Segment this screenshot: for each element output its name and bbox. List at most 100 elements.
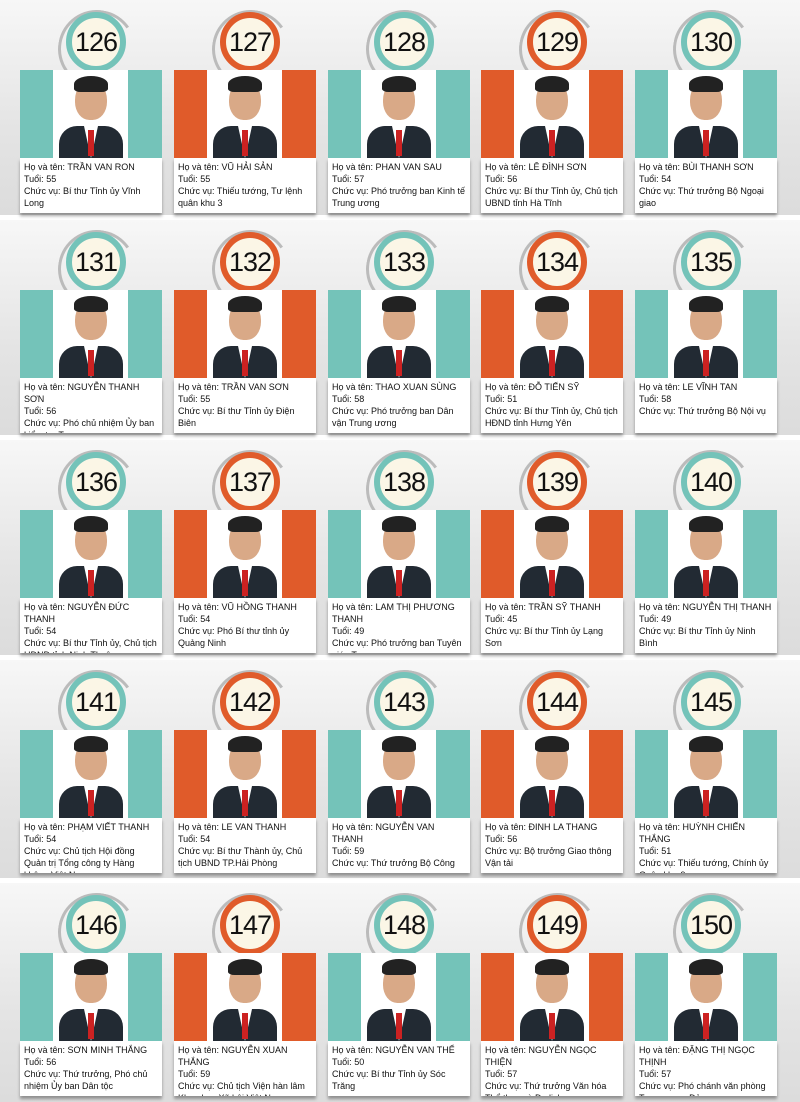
name-line: Họ và tên: ĐẶNG THỊ NGỌC THỊNH	[639, 1045, 755, 1067]
age-line: Tuổi: 59	[332, 846, 365, 856]
person-age: 54	[200, 614, 211, 624]
number-badge: 147	[220, 895, 280, 955]
portrait-photo	[514, 70, 589, 158]
position-line: Chức vụ: Phó chánh văn phòng Trung ương …	[639, 1080, 773, 1096]
portrait-photo	[207, 70, 282, 158]
person-position: Bí thư Tỉnh ủy, Chủ tịch HĐND tỉnh Hưng …	[485, 406, 618, 428]
info-box: Họ và tên: ĐẶNG THỊ NGỌC THỊNH Tuổi: 57 …	[635, 1041, 777, 1096]
photo-band	[635, 953, 777, 1041]
info-box: Họ và tên: LE VAN THANH Tuổi: 54 Chức vụ…	[174, 818, 316, 873]
person-age: 59	[354, 846, 365, 856]
number-badge: 129	[527, 12, 587, 72]
person-position: Thiếu tướng, Tư lệnh quân khu 3	[178, 186, 303, 208]
portrait-photo	[668, 953, 743, 1041]
person-name: PHAN VAN SAU	[375, 162, 442, 172]
portrait-photo	[668, 730, 743, 818]
info-box: Họ và tên: HUỲNH CHIẾN THẮNG Tuổi: 51 Ch…	[635, 818, 777, 873]
number-badge: 133	[374, 232, 434, 292]
info-box: Họ và tên: NGUYỄN NGỌC THIỆN Tuổi: 57 Ch…	[481, 1041, 623, 1096]
photo-band	[20, 953, 162, 1041]
info-box: Họ và tên: LAM THỊ PHƯƠNG THANH Tuổi: 49…	[328, 598, 470, 653]
person-name: NGUYỄN THỊ THANH	[682, 602, 772, 612]
photo-band	[481, 730, 623, 818]
person-card: 140 Họ và tên: NGUYỄN THỊ THANH Tuổi: 49…	[635, 443, 777, 653]
number-text: 133	[382, 246, 426, 277]
person-age: 56	[46, 406, 57, 416]
name-line: Họ và tên: NGUYỄN VAN THỂ	[332, 1045, 455, 1055]
number-text: 130	[689, 26, 733, 57]
number-badge: 149	[527, 895, 587, 955]
person-age: 57	[661, 1069, 672, 1079]
position-line: Chức vụ: Phó Bí thư tỉnh ủy Quảng Ninh	[178, 626, 290, 648]
portrait-photo	[361, 730, 436, 818]
person-card: 128 Họ và tên: PHAN VAN SAU Tuổi: 57 Chứ…	[328, 3, 470, 213]
name-line: Họ và tên: VŨ HỒNG THANH	[178, 602, 297, 612]
person-position: Bí thư Tỉnh ủy Vĩnh Long	[24, 186, 141, 208]
person-card: 150 Họ và tên: ĐẶNG THỊ NGỌC THỊNH Tuổi:…	[635, 886, 777, 1096]
person-position: Thứ trưởng, Phó chủ nhiệm Ủy ban Dân tộc	[24, 1069, 148, 1091]
info-box: Họ và tên: NGUYỄN THANH SƠN Tuổi: 56 Chứ…	[20, 378, 162, 433]
number-badge: 127	[220, 12, 280, 72]
position-line: Chức vụ: Thiếu tướng, Chính ủy Quân khu …	[639, 857, 773, 873]
age-line: Tuổi: 49	[639, 614, 672, 624]
person-position: Bí thư Tỉnh ủy Sóc Trăng	[332, 1069, 446, 1091]
photo-band	[635, 70, 777, 158]
person-age: 51	[661, 846, 672, 856]
person-age: 49	[661, 614, 672, 624]
portrait-photo	[361, 953, 436, 1041]
name-line: Họ và tên: NGUYỄN THANH SƠN	[24, 382, 140, 404]
number-text: 139	[535, 466, 579, 497]
age-line: Tuổi: 55	[24, 174, 57, 184]
number-badge: 139	[527, 452, 587, 512]
name-line: Họ và tên: THAO XUAN SÙNG	[332, 382, 457, 392]
photo-band	[20, 510, 162, 598]
name-line: Họ và tên: VŨ HẢI SẢN	[178, 162, 273, 172]
photo-band	[20, 70, 162, 158]
number-badge: 130	[681, 12, 741, 72]
number-badge: 128	[374, 12, 434, 72]
person-name: NGUYỄN XUAN THẮNG	[178, 1045, 288, 1067]
photo-band	[328, 70, 470, 158]
person-position: Phó trưởng ban Dân vận Trung ương	[332, 406, 454, 428]
number-text: 149	[535, 909, 579, 940]
info-box: Họ và tên: PHẠM VIẾT THANH Tuổi: 54 Chức…	[20, 818, 162, 873]
portrait-photo	[514, 953, 589, 1041]
info-box: Họ và tên: LÊ ĐÌNH SƠN Tuổi: 56 Chức vụ:…	[481, 158, 623, 213]
number-text: 142	[228, 686, 272, 717]
person-age: 58	[661, 394, 672, 404]
name-line: Họ và tên: LÊ ĐÌNH SƠN	[485, 162, 587, 172]
position-line: Chức vụ: Phó trưởng ban Kinh tế Trung ươ…	[332, 186, 466, 208]
number-text: 136	[74, 466, 118, 497]
person-position: Chủ tịch Viện hàn lâm Khoa học Xã hội Vi…	[178, 1081, 305, 1096]
person-name: HUỲNH CHIẾN THẮNG	[639, 822, 746, 844]
name-line: Họ và tên: LE VAN THANH	[178, 822, 287, 832]
person-age: 57	[507, 1069, 518, 1079]
person-position: Thiếu tướng, Chính ủy Quân khu 9	[639, 858, 769, 873]
person-card: 131 Họ và tên: NGUYỄN THANH SƠN Tuổi: 56…	[20, 223, 162, 433]
person-age: 50	[354, 1057, 365, 1067]
person-position: Phó chủ nhiệm Ủy ban kiểm tra Trung ương	[24, 418, 155, 433]
number-badge: 141	[66, 672, 126, 732]
name-line: Họ và tên: NGUYỄN ĐỨC THANH	[24, 602, 130, 624]
age-line: Tuổi: 56	[24, 406, 57, 416]
age-line: Tuổi: 55	[178, 394, 211, 404]
person-name: VŨ HẢI SẢN	[221, 162, 273, 172]
photo-band	[174, 953, 316, 1041]
photo-band	[481, 290, 623, 378]
age-line: Tuổi: 56	[485, 174, 518, 184]
info-box: Họ và tên: PHAN VAN SAU Tuổi: 57 Chức vụ…	[328, 158, 470, 213]
person-age: 51	[507, 394, 518, 404]
position-line: Chức vụ: Chủ tịch Hội đồng Quản trị Tổng…	[24, 845, 158, 873]
info-box: Họ và tên: THAO XUAN SÙNG Tuổi: 58 Chức …	[328, 378, 470, 433]
info-box: Họ và tên: TRẦN VAN RON Tuổi: 55 Chức vụ…	[20, 158, 162, 213]
person-name: ĐINH LA THANG	[528, 822, 598, 832]
person-age: 56	[507, 834, 518, 844]
photo-band	[328, 730, 470, 818]
person-name: TRẦN VAN RON	[67, 162, 135, 172]
person-position: Phó Bí thư tỉnh ủy Quảng Ninh	[178, 626, 290, 648]
photo-band	[174, 510, 316, 598]
number-badge: 148	[374, 895, 434, 955]
person-card: 141 Họ và tên: PHẠM VIẾT THANH Tuổi: 54 …	[20, 663, 162, 873]
person-age: 45	[507, 614, 518, 624]
number-text: 131	[74, 246, 118, 277]
